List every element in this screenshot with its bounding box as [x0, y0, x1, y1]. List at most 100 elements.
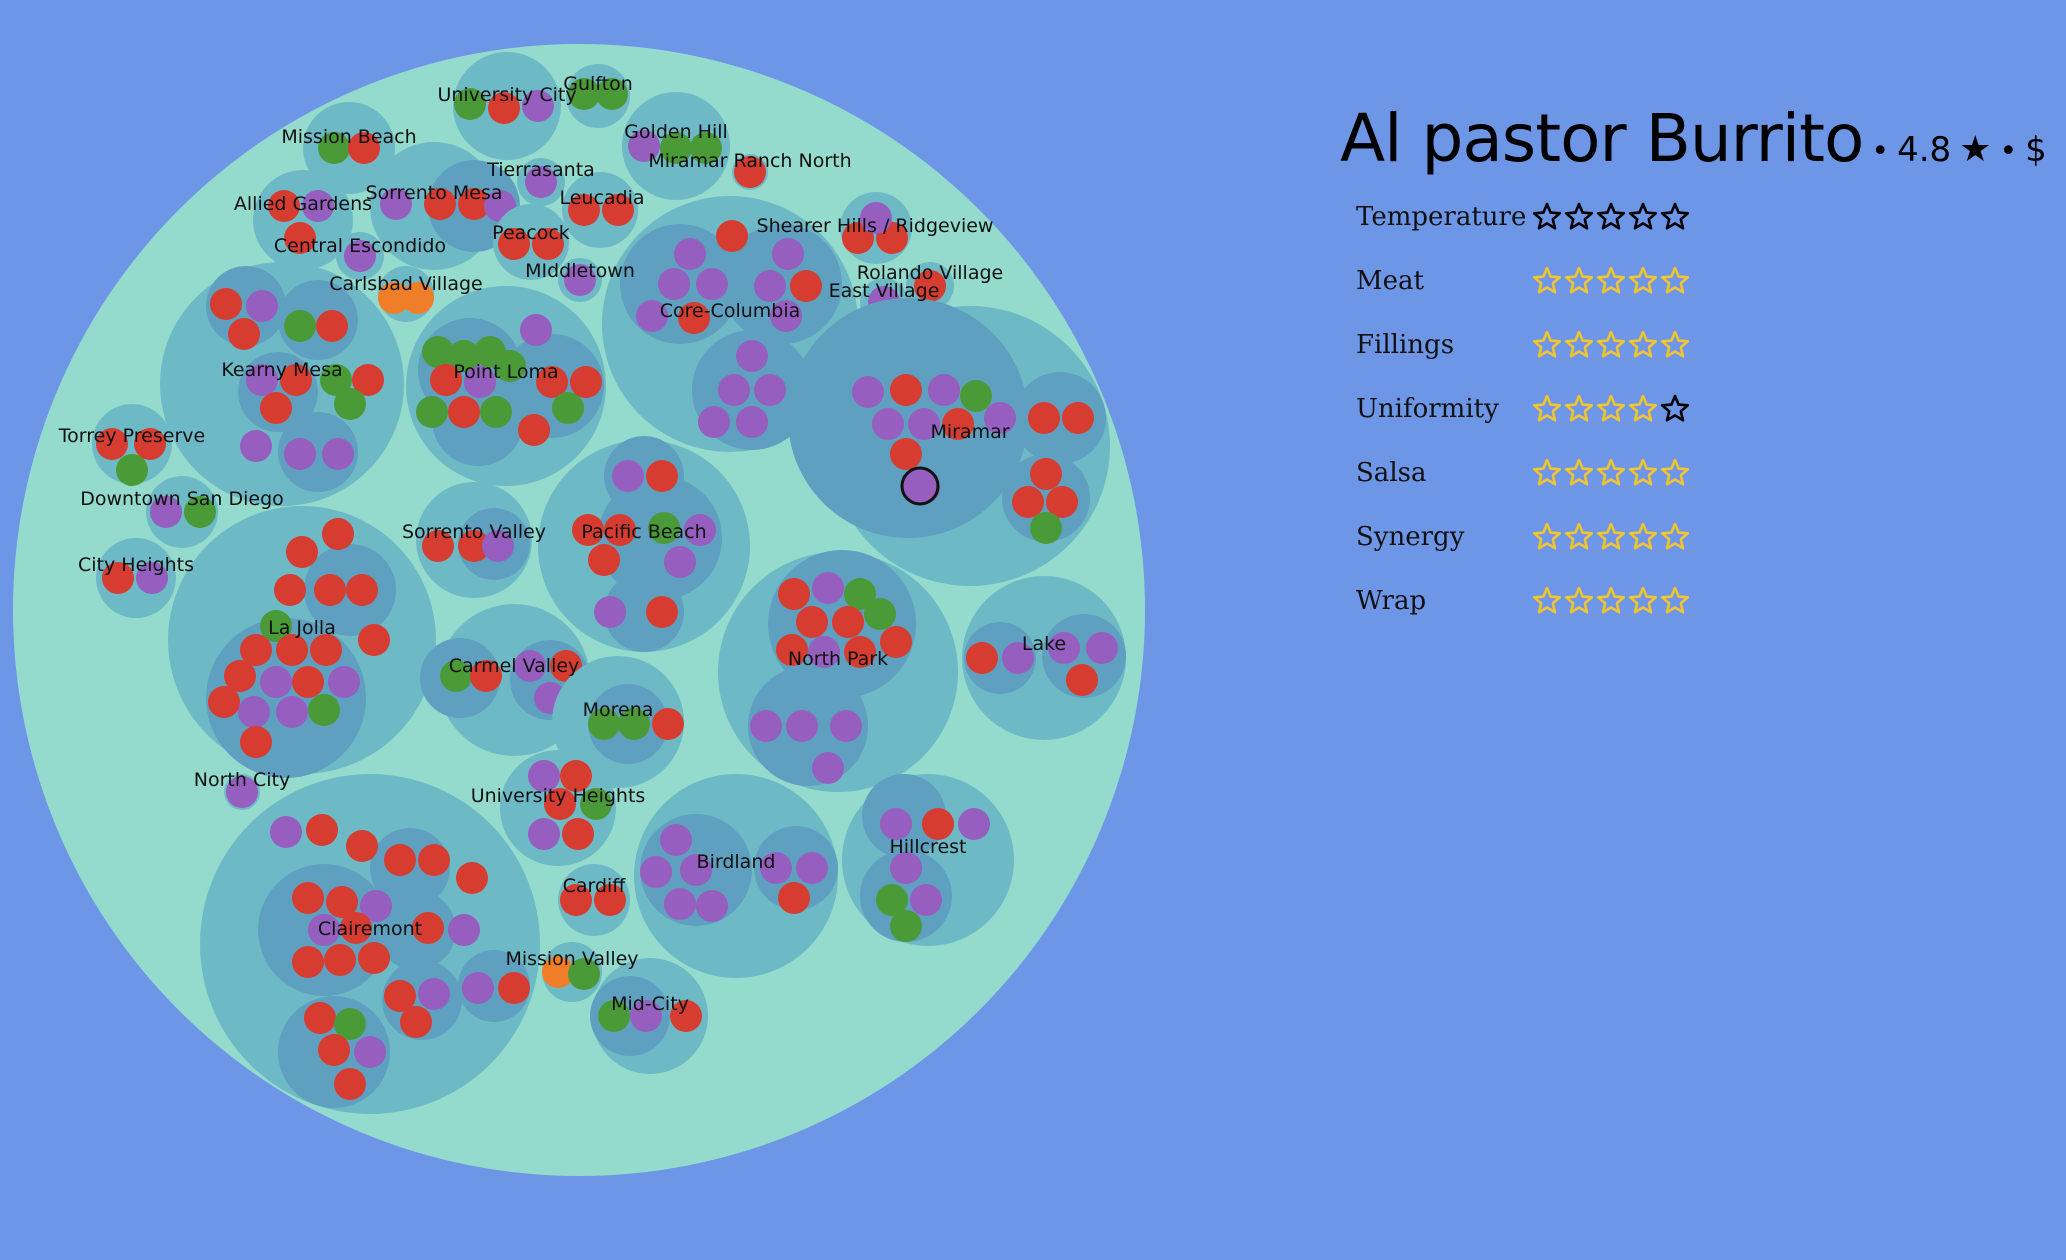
item-dot[interactable]	[522, 90, 554, 122]
star-outline-icon[interactable]	[1660, 458, 1690, 488]
item-dot[interactable]	[240, 726, 272, 758]
item-dot[interactable]	[228, 318, 260, 350]
item-dot[interactable]	[966, 642, 998, 674]
item-dot[interactable]	[322, 438, 354, 470]
item-dot[interactable]	[116, 454, 148, 486]
item-dot[interactable]	[648, 512, 680, 544]
star-outline-icon[interactable]	[1660, 330, 1690, 360]
item-dot[interactable]	[844, 578, 876, 610]
item-dot[interactable]	[890, 852, 922, 884]
item-dot[interactable]	[570, 366, 602, 398]
item-dot[interactable]	[292, 882, 324, 914]
item-dot[interactable]	[1002, 642, 1034, 674]
item-dot[interactable]	[772, 238, 804, 270]
item-dot[interactable]	[812, 752, 844, 784]
item-dot[interactable]	[796, 852, 828, 884]
item-dot[interactable]	[598, 1000, 630, 1032]
item-dot[interactable]	[542, 956, 574, 988]
item-dot[interactable]	[208, 686, 240, 718]
item-dot[interactable]	[358, 942, 390, 974]
item-dot[interactable]	[790, 270, 822, 302]
item-dot[interactable]	[292, 666, 324, 698]
item-dot[interactable]	[646, 596, 678, 628]
item-dot[interactable]	[1012, 486, 1044, 518]
item-dot[interactable]	[326, 886, 358, 918]
item-dot[interactable]	[458, 188, 490, 220]
item-dot[interactable]	[498, 228, 530, 260]
item-dot[interactable]	[604, 514, 636, 546]
item-dot[interactable]	[102, 562, 134, 594]
star-outline-icon[interactable]	[1532, 266, 1562, 296]
item-dot[interactable]	[246, 364, 278, 396]
item-dot[interactable]	[224, 660, 256, 692]
item-dot[interactable]	[318, 132, 350, 164]
item-dot[interactable]	[532, 228, 564, 260]
item-dot[interactable]	[910, 884, 942, 916]
item-dot[interactable]	[380, 188, 412, 220]
item-dot[interactable]	[750, 710, 782, 742]
item-dot[interactable]	[412, 912, 444, 944]
item-dot[interactable]	[596, 78, 628, 110]
item-dot[interactable]	[562, 818, 594, 850]
item-dot[interactable]	[680, 854, 712, 886]
item-dot[interactable]	[736, 340, 768, 372]
star-outline-icon[interactable]	[1660, 394, 1690, 424]
item-dot[interactable]	[134, 428, 166, 460]
item-dot[interactable]	[908, 408, 940, 440]
item-dot[interactable]	[448, 396, 480, 428]
item-dot[interactable]	[1066, 664, 1098, 696]
item-dot[interactable]	[640, 856, 672, 888]
item-dot[interactable]	[360, 890, 392, 922]
item-dot[interactable]	[876, 884, 908, 916]
item-dot[interactable]	[528, 818, 560, 850]
item-dot[interactable]	[430, 364, 462, 396]
item-dot[interactable]	[354, 1036, 386, 1068]
item-dot[interactable]	[864, 598, 896, 630]
subgroup-circle[interactable]	[604, 572, 684, 652]
star-outline-icon[interactable]	[1564, 330, 1594, 360]
item-dot[interactable]	[136, 562, 168, 594]
item-dot[interactable]	[588, 708, 620, 740]
star-outline-icon[interactable]	[1660, 202, 1690, 232]
item-dot[interactable]	[664, 888, 696, 920]
item-dot[interactable]	[670, 1000, 702, 1032]
item-dot[interactable]	[498, 972, 530, 1004]
star-outline-icon[interactable]	[1532, 202, 1562, 232]
item-dot[interactable]	[594, 596, 626, 628]
item-dot[interactable]	[612, 460, 644, 492]
item-dot[interactable]	[488, 92, 520, 124]
item-dot[interactable]	[334, 388, 366, 420]
item-dot[interactable]	[844, 636, 876, 668]
item-dot[interactable]	[416, 396, 448, 428]
item-dot[interactable]	[238, 696, 270, 728]
item-dot[interactable]	[480, 396, 512, 428]
item-dot[interactable]	[564, 264, 596, 296]
item-dot[interactable]	[628, 130, 660, 162]
item-dot[interactable]	[890, 438, 922, 470]
star-outline-icon[interactable]	[1596, 202, 1626, 232]
item-dot[interactable]	[470, 660, 502, 692]
item-dot[interactable]	[260, 610, 292, 642]
item-dot[interactable]	[378, 282, 410, 314]
item-dot[interactable]	[384, 980, 416, 1012]
star-outline-icon[interactable]	[1564, 266, 1594, 296]
item-dot[interactable]	[664, 546, 696, 578]
item-dot[interactable]	[1030, 458, 1062, 490]
item-dot[interactable]	[1046, 486, 1078, 518]
neighborhood-circle[interactable]	[493, 204, 569, 280]
star-outline-icon[interactable]	[1628, 266, 1658, 296]
item-dot[interactable]	[246, 290, 278, 322]
item-dot[interactable]	[560, 884, 592, 916]
star-outline-icon[interactable]	[1628, 458, 1658, 488]
item-dot[interactable]	[346, 574, 378, 606]
item-dot[interactable]	[520, 314, 552, 346]
item-dot[interactable]	[284, 310, 316, 342]
item-dot[interactable]	[402, 282, 434, 314]
item-dot[interactable]	[346, 830, 378, 862]
item-dot[interactable]	[880, 808, 912, 840]
item-dot[interactable]	[696, 268, 728, 300]
item-dot[interactable]	[960, 380, 992, 412]
item-dot[interactable]	[754, 270, 786, 302]
item-dot[interactable]	[890, 374, 922, 406]
star-outline-icon[interactable]	[1564, 586, 1594, 616]
